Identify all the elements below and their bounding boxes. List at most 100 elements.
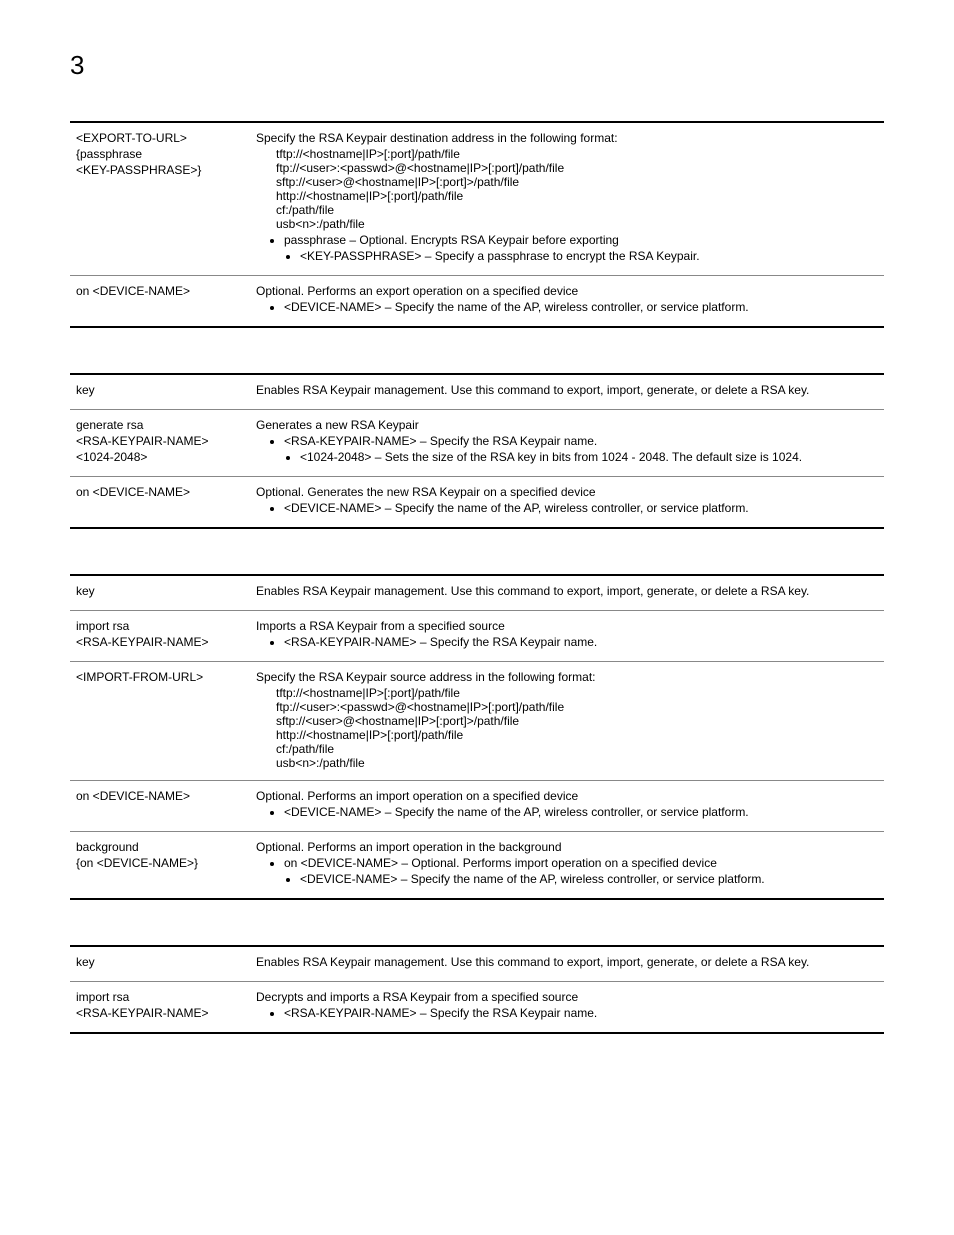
desc-indented-line: sftp://<user>@<hostname|IP>[:port]>/path… xyxy=(256,714,878,728)
desc-indented-line: ftp://<user>:<passwd>@<hostname|IP>[:por… xyxy=(256,700,878,714)
table-row: <IMPORT-FROM-URL> Specify the RSA Keypair… xyxy=(70,662,884,781)
table-row: import rsa <RSA-KEYPAIR-NAME> Imports a RS… xyxy=(70,611,884,662)
parameter-table: key Enables RSA Keypair management. Use t… xyxy=(70,945,884,1034)
param-name-line: <EXPORT-TO-URL> xyxy=(76,131,244,145)
parameter-table: key Enables RSA Keypair management. Use t… xyxy=(70,373,884,529)
param-name-cell: import rsa <RSA-KEYPAIR-NAME> xyxy=(70,982,250,1034)
desc-sub-bullets: <KEY-PASSPHRASE> – Specify a passphrase … xyxy=(256,249,878,263)
param-name-line: import rsa xyxy=(76,619,244,633)
param-desc-cell: Optional. Performs an export operation o… xyxy=(250,276,884,328)
param-name-line: <1024-2048> xyxy=(76,450,244,464)
param-name-cell: <IMPORT-FROM-URL> xyxy=(70,662,250,781)
bullet-item: <DEVICE-NAME> – Specify the name of the … xyxy=(284,300,878,314)
table-row: key Enables RSA Keypair management. Use t… xyxy=(70,374,884,410)
desc-lead: Decrypts and imports a RSA Keypair from … xyxy=(256,990,878,1004)
param-name-line: <IMPORT-FROM-URL> xyxy=(76,670,244,684)
param-name-line: key xyxy=(76,383,244,397)
desc-lead: Enables RSA Keypair management. Use this… xyxy=(256,584,878,598)
param-name-line: <RSA-KEYPAIR-NAME> xyxy=(76,434,244,448)
param-name-line: {passphrase xyxy=(76,147,244,161)
bullet-item: <RSA-KEYPAIR-NAME> – Specify the RSA Key… xyxy=(284,1006,878,1020)
param-desc-cell: Specify the RSA Keypair source address i… xyxy=(250,662,884,781)
desc-lead: Optional. Performs an export operation o… xyxy=(256,284,878,298)
table-row: <EXPORT-TO-URL> {passphrase <KEY-PASSPHRAS… xyxy=(70,122,884,276)
param-desc-cell: Enables RSA Keypair management. Use this… xyxy=(250,374,884,410)
desc-lead: Optional. Generates the new RSA Keypair … xyxy=(256,485,878,499)
param-name-cell: key xyxy=(70,575,250,611)
tables-container: <EXPORT-TO-URL> {passphrase <KEY-PASSPHRAS… xyxy=(70,121,884,1034)
table-row: import rsa <RSA-KEYPAIR-NAME> Decrypts and… xyxy=(70,982,884,1034)
param-name-cell: on <DEVICE-NAME> xyxy=(70,477,250,529)
bullet-item: <RSA-KEYPAIR-NAME> – Specify the RSA Key… xyxy=(284,434,878,448)
param-desc-cell: Optional. Generates the new RSA Keypair … xyxy=(250,477,884,529)
param-name-line: <RSA-KEYPAIR-NAME> xyxy=(76,635,244,649)
sub-bullet-item: <1024-2048> – Sets the size of the RSA k… xyxy=(300,450,878,464)
param-name-cell: import rsa <RSA-KEYPAIR-NAME> xyxy=(70,611,250,662)
desc-indented-line: cf:/path/file xyxy=(256,203,878,217)
desc-indented-line: usb<n>:/path/file xyxy=(256,756,878,770)
param-desc-cell: Decrypts and imports a RSA Keypair from … xyxy=(250,982,884,1034)
desc-lead: Imports a RSA Keypair from a specified s… xyxy=(256,619,878,633)
desc-indented-line: tftp://<hostname|IP>[:port]/path/file xyxy=(256,686,878,700)
bullet-item: <DEVICE-NAME> – Specify the name of the … xyxy=(284,805,878,819)
param-name-line: on <DEVICE-NAME> xyxy=(76,485,244,499)
desc-lead: Optional. Performs an import operation i… xyxy=(256,840,878,854)
desc-bullets: <RSA-KEYPAIR-NAME> – Specify the RSA Key… xyxy=(256,434,878,448)
desc-bullets: <DEVICE-NAME> – Specify the name of the … xyxy=(256,501,878,515)
param-name-line: background xyxy=(76,840,244,854)
param-desc-cell: Generates a new RSA Keypair <RSA-KEYPAIR-… xyxy=(250,410,884,477)
desc-indented-line: usb<n>:/path/file xyxy=(256,217,878,231)
param-name-line: on <DEVICE-NAME> xyxy=(76,789,244,803)
param-name-line: <RSA-KEYPAIR-NAME> xyxy=(76,1006,244,1020)
desc-lead: Generates a new RSA Keypair xyxy=(256,418,878,432)
desc-bullets: on <DEVICE-NAME> – Optional. Performs im… xyxy=(256,856,878,870)
param-name-line: key xyxy=(76,584,244,598)
table-row: background {on <DEVICE-NAME>} Optional. Pe… xyxy=(70,832,884,900)
param-name-cell: background {on <DEVICE-NAME>} xyxy=(70,832,250,900)
desc-indented-line: sftp://<user>@<hostname|IP>[:port]>/path… xyxy=(256,175,878,189)
param-desc-cell: Enables RSA Keypair management. Use this… xyxy=(250,575,884,611)
table-row: on <DEVICE-NAME> Optional. Generates the … xyxy=(70,477,884,529)
desc-indented-line: ftp://<user>:<passwd>@<hostname|IP>[:por… xyxy=(256,161,878,175)
param-desc-cell: Enables RSA Keypair management. Use this… xyxy=(250,946,884,982)
param-name-cell: <EXPORT-TO-URL> {passphrase <KEY-PASSPHRAS… xyxy=(70,122,250,276)
table-row: key Enables RSA Keypair management. Use t… xyxy=(70,575,884,611)
param-name-line: generate rsa xyxy=(76,418,244,432)
desc-indented-line: http://<hostname|IP>[:port]/path/file xyxy=(256,189,878,203)
param-desc-cell: Imports a RSA Keypair from a specified s… xyxy=(250,611,884,662)
desc-indented-line: cf:/path/file xyxy=(256,742,878,756)
param-desc-cell: Optional. Performs an import operation o… xyxy=(250,781,884,832)
desc-lead: Enables RSA Keypair management. Use this… xyxy=(256,383,878,397)
desc-indented-line: http://<hostname|IP>[:port]/path/file xyxy=(256,728,878,742)
bullet-item: passphrase – Optional. Encrypts RSA Keyp… xyxy=(284,233,878,247)
param-name-line: <KEY-PASSPHRASE>} xyxy=(76,163,244,177)
param-name-cell: key xyxy=(70,374,250,410)
page-number: 3 xyxy=(70,50,884,81)
desc-sub-bullets: <1024-2048> – Sets the size of the RSA k… xyxy=(256,450,878,464)
desc-bullets: passphrase – Optional. Encrypts RSA Keyp… xyxy=(256,233,878,247)
bullet-item: <DEVICE-NAME> – Specify the name of the … xyxy=(284,501,878,515)
desc-lead: Specify the RSA Keypair destination addr… xyxy=(256,131,878,145)
table-row: on <DEVICE-NAME> Optional. Performs an ex… xyxy=(70,276,884,328)
table-row: generate rsa <RSA-KEYPAIR-NAME> <1024-2048… xyxy=(70,410,884,477)
bullet-item: <RSA-KEYPAIR-NAME> – Specify the RSA Key… xyxy=(284,635,878,649)
desc-bullets: <DEVICE-NAME> – Specify the name of the … xyxy=(256,805,878,819)
parameter-table: <EXPORT-TO-URL> {passphrase <KEY-PASSPHRAS… xyxy=(70,121,884,328)
param-name-cell: on <DEVICE-NAME> xyxy=(70,276,250,328)
sub-bullet-item: <KEY-PASSPHRASE> – Specify a passphrase … xyxy=(300,249,878,263)
param-name-cell: on <DEVICE-NAME> xyxy=(70,781,250,832)
desc-indented-line: tftp://<hostname|IP>[:port]/path/file xyxy=(256,147,878,161)
param-name-line: import rsa xyxy=(76,990,244,1004)
param-desc-cell: Specify the RSA Keypair destination addr… xyxy=(250,122,884,276)
desc-sub-bullets: <DEVICE-NAME> – Specify the name of the … xyxy=(256,872,878,886)
param-name-line: {on <DEVICE-NAME>} xyxy=(76,856,244,870)
bullet-item: on <DEVICE-NAME> – Optional. Performs im… xyxy=(284,856,878,870)
param-name-cell: generate rsa <RSA-KEYPAIR-NAME> <1024-2048… xyxy=(70,410,250,477)
param-name-line: on <DEVICE-NAME> xyxy=(76,284,244,298)
param-name-cell: key xyxy=(70,946,250,982)
desc-lead: Specify the RSA Keypair source address i… xyxy=(256,670,878,684)
table-row: key Enables RSA Keypair management. Use t… xyxy=(70,946,884,982)
param-name-line: key xyxy=(76,955,244,969)
param-desc-cell: Optional. Performs an import operation i… xyxy=(250,832,884,900)
sub-bullet-item: <DEVICE-NAME> – Specify the name of the … xyxy=(300,872,878,886)
